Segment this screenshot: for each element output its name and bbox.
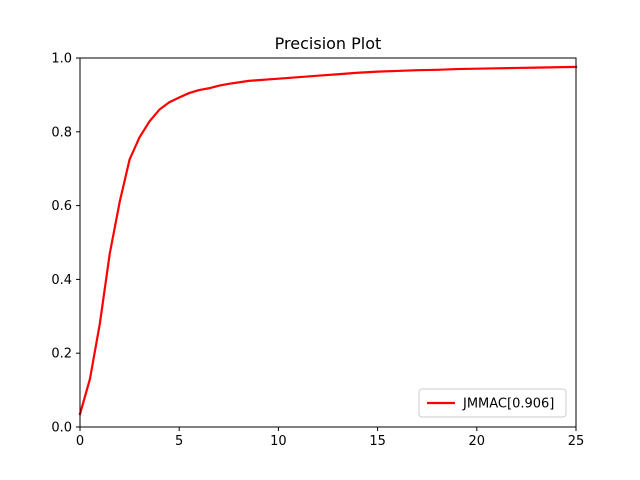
x-tick-label: 25 [568, 434, 585, 449]
axes: 0 5 10 15 20 25 0.0 0.2 0.4 0.6 0.8 1.0 [51, 52, 584, 450]
x-tick-label: 0 [76, 434, 84, 449]
y-tick-label: 1.0 [51, 52, 72, 67]
x-tick-label: 10 [270, 434, 287, 449]
y-tick-label: 0.6 [51, 199, 72, 214]
x-tick-label: 5 [175, 434, 183, 449]
legend-box [418, 388, 567, 418]
chart-title: Precision Plot [275, 34, 382, 53]
plot-area [78, 65, 578, 416]
legend: JMMAC[0.906] [418, 388, 567, 418]
y-tick-label: 0.2 [51, 347, 72, 362]
y-tick-label: 0.0 [51, 421, 72, 436]
x-tick-label: 15 [369, 434, 386, 449]
y-tick-label: 0.4 [51, 273, 72, 288]
y-tick-label: 0.8 [51, 125, 72, 140]
legend-label: JMMAC[0.906] [462, 397, 554, 412]
plot-frame [79, 57, 577, 428]
x-tick-label: 20 [469, 434, 486, 449]
series-line-0 [78, 65, 578, 416]
